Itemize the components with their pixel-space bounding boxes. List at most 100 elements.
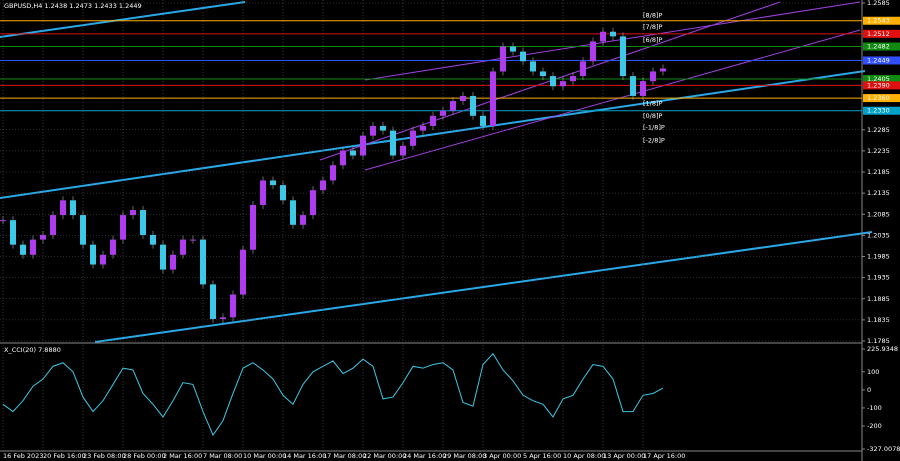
candle (320, 180, 326, 191)
candle (50, 215, 56, 235)
y-tick-label: 1.1885 (867, 295, 890, 303)
candle (660, 68, 666, 72)
level-label-bg (863, 42, 900, 51)
candle (590, 41, 596, 62)
level-label: 1.2482 (867, 43, 890, 51)
y-tick-label: 1.2585 (867, 0, 890, 7)
y-tick-label: 1.1835 (867, 316, 890, 324)
level-label: 1.2449 (867, 56, 890, 64)
candle (270, 180, 276, 186)
x-tick-label: 24 Mar 16:00 (403, 452, 446, 460)
y-tick-label: -200 (867, 422, 882, 430)
candle (300, 215, 306, 225)
candle (570, 76, 576, 82)
level-label: 1.2330 (867, 107, 890, 115)
x-tick-label: 16 Feb 2023 (3, 452, 43, 460)
candle (550, 76, 556, 87)
candle (210, 284, 216, 320)
x-tick-label: 28 Feb 00:00 (123, 452, 166, 460)
candle (640, 81, 646, 96)
candle (340, 150, 346, 166)
candle (220, 317, 226, 320)
x-tick-label: 13 Apr 00:00 (603, 452, 645, 460)
y-tick-label: 1.2085 (867, 210, 890, 218)
x-tick-label: 20 Feb 16:00 (43, 452, 86, 460)
candle (620, 36, 626, 77)
x-tick-label: 17 Apr 16:00 (643, 452, 685, 460)
candle (90, 244, 96, 265)
candle (120, 215, 126, 240)
candle (470, 95, 476, 116)
candle (150, 234, 156, 245)
candle (490, 71, 496, 126)
candle (230, 294, 236, 318)
level-label-bg (863, 16, 900, 25)
candle (250, 204, 256, 250)
candle (370, 125, 376, 136)
murray-label: [1/8]P (643, 100, 663, 108)
candle (130, 210, 136, 216)
murray-label: [0/8]P (643, 112, 663, 120)
candle (390, 130, 396, 156)
candle (20, 244, 26, 255)
candle (140, 210, 146, 235)
candle (350, 150, 356, 156)
candle (480, 115, 486, 126)
x-tick-label: 17 Mar 08:00 (323, 452, 366, 460)
level-label: 1.2512 (867, 30, 890, 38)
candle (520, 51, 526, 62)
channel-line (364, 1, 861, 81)
candle (80, 215, 86, 245)
indicator-title: X_CCI(20) 7.8880 (4, 346, 61, 354)
murray-label: [-1/8]P (643, 124, 665, 132)
trend-line (94, 231, 873, 343)
x-tick-label: 3 Apr 00:00 (483, 452, 521, 460)
level-label-bg (863, 56, 900, 65)
candle (630, 76, 636, 96)
candle (600, 31, 606, 42)
candle (40, 234, 46, 240)
level-label-bg (863, 81, 900, 90)
candle (450, 101, 456, 111)
candle (540, 71, 546, 77)
candle (240, 249, 246, 295)
trend-line (0, 1, 246, 38)
level-label: 1.2405 (867, 75, 890, 83)
level-label: 1.2360 (867, 94, 890, 102)
y-tick-label: 1.1985 (867, 253, 890, 261)
candle (610, 31, 616, 37)
candle (510, 46, 516, 52)
y-tick-label: 0 (867, 386, 871, 394)
candle (200, 239, 206, 285)
x-tick-label: 23 Feb 08:00 (83, 452, 126, 460)
y-tick-label: 1.2035 (867, 231, 890, 239)
candle (170, 254, 176, 270)
y-tick-label: -100 (867, 404, 882, 412)
candle (500, 46, 506, 72)
candle (440, 110, 446, 116)
candle (380, 125, 386, 131)
candle (360, 135, 366, 156)
murray-label: [7/8]P (643, 23, 663, 31)
y-tick-label: 1.1785 (867, 337, 890, 345)
candle (0, 220, 6, 222)
candle (560, 81, 566, 87)
candle (110, 239, 116, 255)
level-label: 1.2543 (867, 17, 890, 25)
murray-label: [-2/8]P (643, 136, 665, 144)
candle (30, 239, 36, 255)
candle (10, 220, 16, 245)
x-tick-label: 5 Apr 16:00 (523, 452, 561, 460)
trend-line (0, 70, 866, 199)
candle (460, 95, 466, 102)
candle (330, 165, 336, 181)
candle (180, 239, 186, 255)
murray-label: [6/8]P (643, 36, 663, 44)
candle (190, 239, 196, 241)
candle (400, 145, 406, 156)
candle (420, 125, 426, 131)
indicator-line (2, 352, 664, 437)
y-tick-label: 100 (867, 368, 879, 376)
y-tick-label: 1.1935 (867, 274, 890, 282)
